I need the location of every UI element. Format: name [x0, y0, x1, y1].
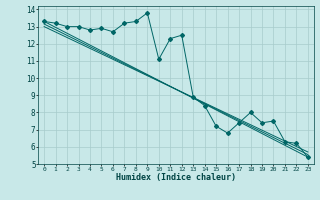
X-axis label: Humidex (Indice chaleur): Humidex (Indice chaleur) [116, 173, 236, 182]
